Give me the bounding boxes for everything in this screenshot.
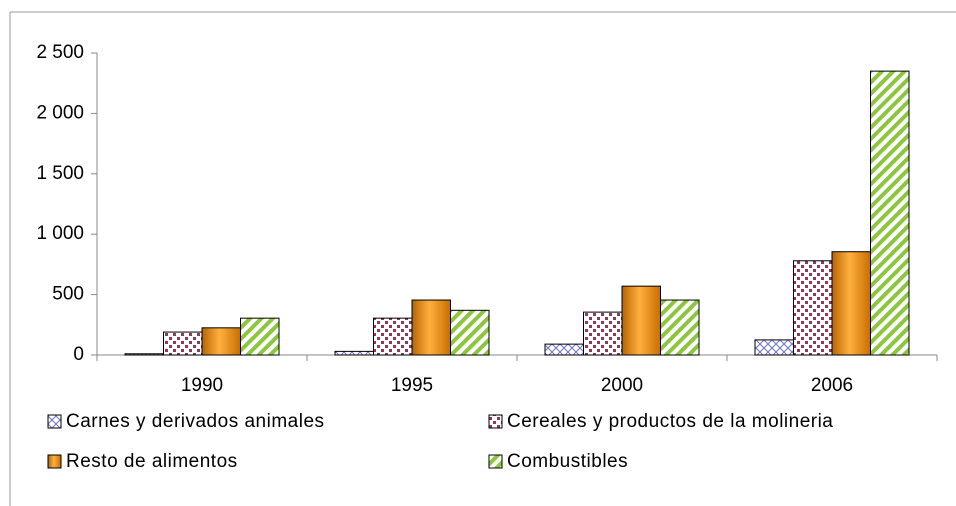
legend-label: Carnes y derivados animales — [66, 411, 325, 432]
bar — [544, 343, 584, 356]
bar — [793, 260, 833, 356]
bar — [660, 299, 700, 356]
y-tick-label: 2 500 — [36, 42, 84, 63]
x-tick-label: 2006 — [811, 375, 853, 396]
legend-label: Resto de alimentos — [66, 451, 238, 472]
bar — [450, 309, 490, 356]
legend-swatch — [488, 414, 503, 429]
bar — [583, 311, 623, 356]
bar — [240, 317, 280, 356]
bar — [621, 285, 661, 356]
x-tick-label: 1995 — [391, 375, 433, 396]
bar — [201, 327, 241, 356]
bar — [831, 251, 871, 356]
y-tick-label: 2 000 — [36, 102, 84, 123]
legend-label: Cereales y productos de la molineria — [507, 411, 833, 432]
bar — [870, 70, 910, 356]
legend-label: Combustibles — [507, 451, 628, 472]
bar — [163, 331, 203, 356]
bar — [334, 350, 374, 356]
y-tick-label: 0 — [73, 344, 84, 365]
legend-swatch — [47, 414, 62, 429]
x-tick-label: 2000 — [601, 375, 643, 396]
y-tick-label: 500 — [52, 284, 84, 305]
legend-swatch — [47, 454, 62, 469]
legend-swatch — [488, 454, 503, 469]
y-tick-label: 1 000 — [36, 223, 84, 244]
bar — [124, 353, 164, 356]
bar — [411, 299, 451, 356]
bar — [754, 339, 794, 356]
y-tick-label: 1 500 — [36, 163, 84, 184]
bar — [373, 317, 413, 356]
x-tick-label: 1990 — [181, 375, 223, 396]
